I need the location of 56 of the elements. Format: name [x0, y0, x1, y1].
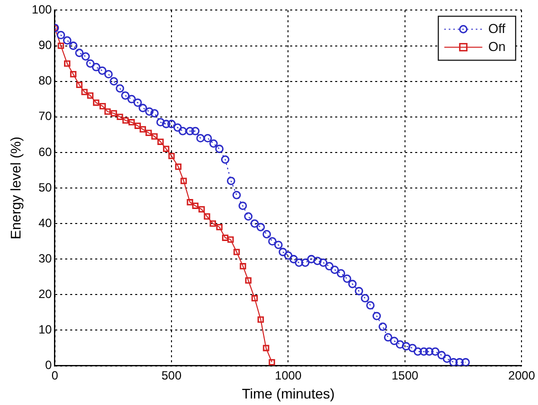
point [110, 110, 118, 116]
point [175, 163, 182, 170]
point [116, 114, 124, 120]
point [134, 122, 141, 129]
y-tick-label: 30 [38, 251, 52, 266]
point [258, 316, 264, 323]
y-tick-label: 100 [32, 2, 52, 17]
point [180, 178, 187, 184]
point [64, 60, 70, 67]
y-tick-label: 0 [45, 358, 52, 372]
point [140, 126, 146, 132]
point [233, 248, 240, 256]
point [227, 236, 234, 243]
point [99, 103, 106, 110]
x-tick-label: 2000 [508, 368, 536, 382]
x-tick-label: 1000 [274, 368, 302, 382]
point [162, 146, 170, 152]
point [151, 133, 158, 140]
point [240, 263, 246, 270]
y-tick-label: 20 [38, 286, 52, 301]
point [81, 88, 88, 96]
y-tick-label: 40 [38, 216, 52, 230]
legend-label: On [488, 38, 506, 54]
point [192, 202, 199, 209]
point [58, 42, 64, 49]
point [145, 130, 152, 136]
y-tick-label: 50 [38, 180, 52, 194]
point [222, 234, 228, 241]
y-tick-label: 60 [38, 144, 52, 159]
point [168, 152, 175, 160]
y-axis-title: Energy level (%) [7, 136, 24, 240]
point [216, 224, 223, 230]
point [245, 277, 252, 284]
point [268, 359, 276, 366]
point [87, 92, 94, 99]
point [204, 213, 210, 220]
point [104, 108, 111, 115]
point [186, 199, 194, 206]
x-tick-label: 1500 [392, 368, 419, 382]
point [262, 344, 270, 352]
point [128, 119, 135, 126]
y-tick-label: 80 [38, 74, 52, 88]
point [157, 138, 164, 145]
x-tick-label: 500 [162, 368, 182, 382]
point [70, 71, 76, 78]
point [210, 220, 216, 227]
legend-label: Off [488, 20, 506, 36]
y-tick-label: 70 [38, 109, 52, 124]
point [122, 117, 129, 124]
y-tick-label: 10 [38, 322, 52, 337]
y-tick-label: 90 [38, 38, 52, 52]
point [76, 82, 83, 88]
point [198, 206, 205, 213]
point [251, 295, 258, 302]
point [92, 99, 100, 106]
x-axis-title: Time (minutes) [242, 385, 335, 402]
